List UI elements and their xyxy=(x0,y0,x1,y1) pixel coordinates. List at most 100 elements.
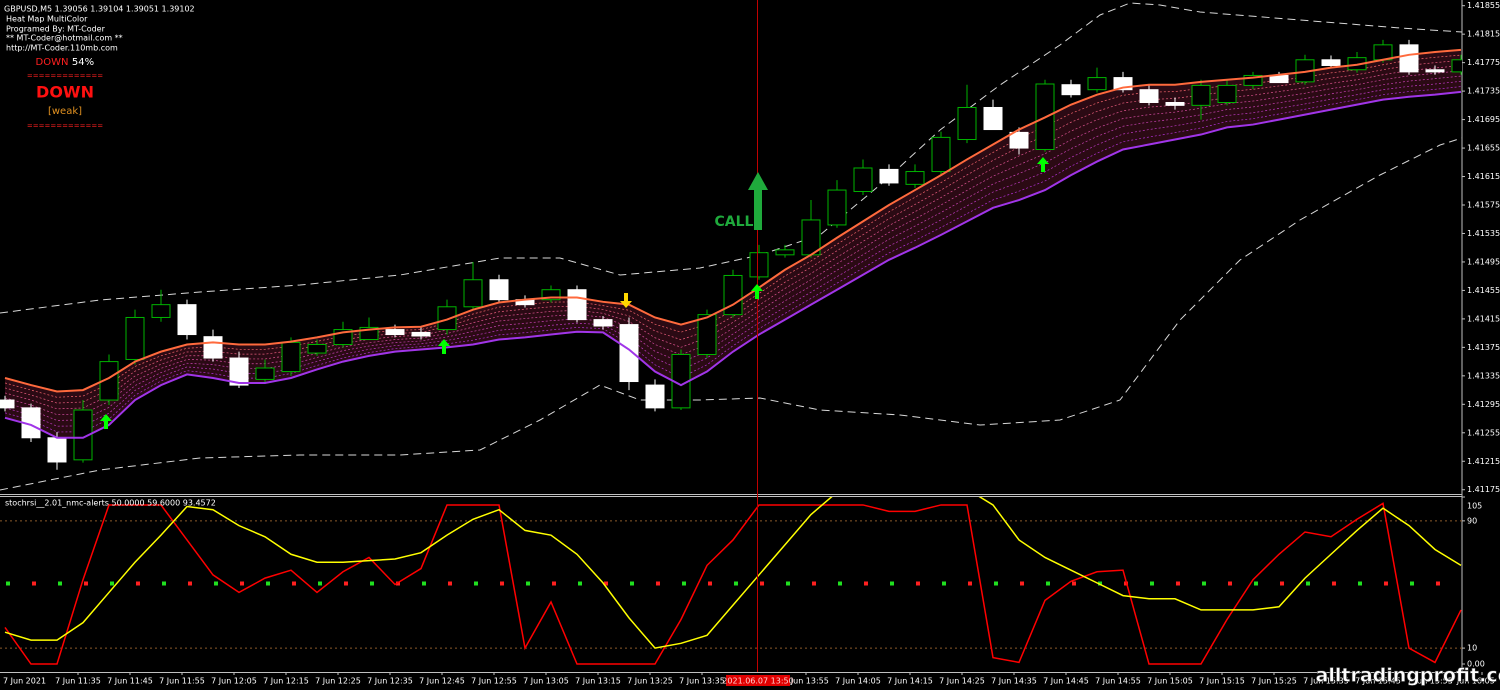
candle-body xyxy=(125,316,145,360)
info-line: ** MT-Coder@hotmail.com ** xyxy=(6,34,123,43)
y-tick-label: 1.41615 xyxy=(1467,172,1500,181)
candle-body xyxy=(697,314,717,355)
y-tick-label: 1.41215 xyxy=(1467,457,1500,466)
ma-line xyxy=(4,90,1462,439)
x-tick-label: 7 Jun 15:45 xyxy=(1355,677,1401,686)
x-tick-label: 7 Jun 15:25 xyxy=(1251,677,1297,686)
midline-dot xyxy=(474,581,478,586)
separator: ============= xyxy=(27,122,103,130)
candle-body xyxy=(957,106,977,141)
midline-dot xyxy=(916,581,920,586)
candle-body xyxy=(307,344,327,354)
x-tick-label: 7 Jun 15:15 xyxy=(1199,677,1245,686)
watermark: alltradingprofit.com xyxy=(1316,665,1500,687)
x-tick-label: 7 Jun 14:15 xyxy=(887,677,933,686)
x-tick-label: 7 Jun 12:15 xyxy=(263,677,309,686)
y-tick-label: 0.00 xyxy=(1467,660,1485,669)
midline-dot xyxy=(240,581,244,586)
buy-arrow xyxy=(751,284,763,299)
indicator-line xyxy=(4,497,1462,649)
y-tick-label: 1.41695 xyxy=(1467,115,1500,124)
candle-body xyxy=(827,189,847,226)
info-line: Heat Map MultiColor xyxy=(6,15,88,24)
midline-dot xyxy=(370,581,374,586)
y-tick-label: 10 xyxy=(1467,644,1477,653)
midline-dot xyxy=(6,581,10,586)
midline-dot xyxy=(656,581,660,586)
midline-dot xyxy=(214,581,218,586)
signal-arrows xyxy=(100,157,1049,429)
signal-direction: DOWN xyxy=(36,57,69,68)
midline-dot xyxy=(110,581,114,586)
y-tick-label: 1.41375 xyxy=(1467,343,1500,352)
midline-dot xyxy=(500,581,504,586)
midline-dot xyxy=(708,581,712,586)
candle-body xyxy=(99,361,119,401)
midline-dot xyxy=(1332,581,1336,586)
x-tick-label: 7 Jun 16:05 xyxy=(1449,677,1495,686)
x-tick-label: 7 Jun 11:55 xyxy=(159,677,205,686)
signal-percent: 54% xyxy=(72,57,94,68)
candle-body xyxy=(437,306,457,331)
crosshair-label-box xyxy=(726,675,790,686)
candle-body xyxy=(879,168,899,184)
midline-dot xyxy=(1254,581,1258,586)
x-tick-label: 7 Jun 15:55 xyxy=(1407,677,1453,686)
candle-body xyxy=(1451,59,1462,73)
x-tick-label: 7 Jun 12:05 xyxy=(211,677,257,686)
x-tick-label: 7 Jun 12:55 xyxy=(471,677,517,686)
x-tick-label: 7 Jun 12:45 xyxy=(419,677,465,686)
midline-dot xyxy=(188,581,192,586)
candle-body xyxy=(203,336,223,359)
midline-dot xyxy=(1228,581,1232,586)
y-tick-label: 1.41855 xyxy=(1467,1,1500,10)
heat-map-fill xyxy=(5,49,1461,438)
x-tick-label: 7 Jun 14:55 xyxy=(1095,677,1141,686)
candle-body xyxy=(1243,74,1263,86)
y-tick-label: 1.41815 xyxy=(1467,30,1500,39)
midline-dot xyxy=(734,581,738,586)
midline-dot xyxy=(1072,581,1076,586)
x-tick-label: 7 Jun 13:05 xyxy=(523,677,569,686)
midline-dot xyxy=(682,581,686,586)
envelope xyxy=(0,2,1462,491)
axes: 1.41855 1.41815 1.41775 1.41735 1.41695 1.416… xyxy=(3,1,1500,685)
x-tick-label: 7 Jun 13:25 xyxy=(627,677,673,686)
candle-body xyxy=(1399,44,1419,73)
x-tick-label: 7 Jun 12:35 xyxy=(367,677,413,686)
info-line: http://MT-Coder.110mb.com xyxy=(6,44,118,53)
y-tick-label: 1.41175 xyxy=(1467,485,1500,494)
midline-dot xyxy=(1410,581,1414,586)
buy-arrow xyxy=(100,414,112,429)
midline-dot xyxy=(760,581,764,586)
candle-body xyxy=(567,289,587,321)
candle-body xyxy=(489,279,509,301)
candle-body xyxy=(905,171,925,185)
candle-body xyxy=(593,319,613,327)
candle-body xyxy=(0,399,15,409)
candle-body xyxy=(619,324,639,383)
candle-body xyxy=(1425,69,1445,73)
midline-dot xyxy=(136,581,140,586)
candle-body xyxy=(645,384,665,409)
indicator-line xyxy=(4,502,1462,665)
y-tick-label: 1.41575 xyxy=(1467,201,1500,210)
candle-body xyxy=(463,279,483,308)
candle-body xyxy=(1139,89,1159,104)
x-tick-label: 7 Jun 14:05 xyxy=(835,677,881,686)
midline-dot xyxy=(1280,581,1284,586)
annotation: CALL xyxy=(715,214,754,230)
midline-dot xyxy=(448,581,452,586)
midline-dot xyxy=(552,581,556,586)
x-tick-label: 7 Jun 13:15 xyxy=(575,677,621,686)
x-tick-label: 7 Jun 14:45 xyxy=(1043,677,1089,686)
midline-dot xyxy=(604,581,608,586)
y-tick-label: 1.41775 xyxy=(1467,58,1500,67)
x-tick-label: 7 Jun 15:35 xyxy=(1303,677,1349,686)
midline-dot xyxy=(838,581,842,586)
candle-body xyxy=(749,252,769,278)
y-tick-label: 1.41255 xyxy=(1467,428,1500,437)
main-plot xyxy=(0,39,1462,470)
x-tick-label: 7 Jun 13:55 xyxy=(783,677,829,686)
